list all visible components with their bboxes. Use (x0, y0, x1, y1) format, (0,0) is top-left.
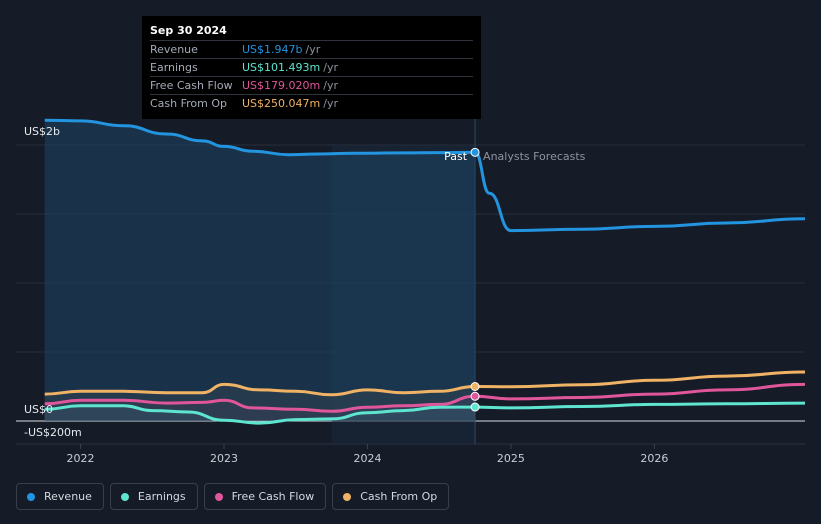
line-past-earnings (44, 404, 476, 425)
tooltip-row-free-cash-flow: Free Cash Flow US$179.020m /yr (150, 76, 473, 94)
marker-layer (470, 147, 480, 412)
y-label-top: US$2b (24, 125, 60, 138)
line-forecast-cash-from-op (475, 370, 806, 389)
tooltip-value: US$101.493m (242, 61, 321, 74)
legend-label: Cash From Op (360, 490, 438, 503)
tooltip-row-cash-from-op: Cash From Op US$250.047m /yr (150, 94, 473, 112)
line-forecast-revenue (474, 150, 806, 233)
marker-cash-from-op (470, 382, 480, 391)
series-layer (44, 118, 806, 425)
x-tick-label: 2025 (497, 452, 525, 465)
y-label-zero: US$0 (24, 403, 53, 416)
legend-dot-icon (214, 492, 223, 501)
legend-label: Earnings (137, 490, 186, 503)
line-forecast-free-cash-flow (475, 382, 806, 401)
marker-earnings (470, 402, 480, 412)
legend-dot-icon (343, 492, 352, 501)
past-label: Past (444, 150, 468, 163)
tooltip-value: US$179.020m (242, 79, 321, 92)
axis-labels: US$2b US$0 -US$200m Past Analysts Forecasts 2… (24, 125, 668, 465)
tooltip-unit: /yr (323, 97, 338, 110)
y-label-bottom: -US$200m (24, 426, 82, 439)
forecast-label: Analysts Forecasts (483, 150, 586, 163)
line-past-cash-from-op (44, 382, 476, 397)
marker-revenue (470, 147, 480, 157)
tooltip-row-revenue: Revenue US$1.947b /yr (150, 40, 473, 58)
line-past-free-cash-flow (44, 394, 476, 413)
x-tick-label: 2026 (640, 452, 668, 465)
tooltip-value: US$1.947b (242, 43, 303, 56)
tooltip-date: Sep 30 2024 (150, 24, 227, 37)
legend-item-cash-from-op[interactable]: Cash From Op (332, 483, 450, 510)
x-tick-label: 2024 (353, 452, 381, 465)
legend-item-free-cash-flow[interactable]: Free Cash Flow (203, 483, 327, 510)
tooltip: Sep 30 2024 Revenue US$1.947b /yr Earnin… (142, 16, 481, 119)
x-tick-label: 2023 (210, 452, 238, 465)
area-revenue (44, 120, 476, 421)
marker-free-cash-flow (470, 391, 480, 401)
legend-label: Free Cash Flow (231, 490, 315, 503)
legend-item-earnings[interactable]: Earnings (109, 483, 198, 510)
line-forecast-earnings (475, 401, 806, 410)
tooltip-label: Cash From Op (150, 97, 228, 110)
tooltip-label: Earnings (150, 61, 198, 74)
tooltip-unit: /yr (323, 79, 338, 92)
tooltip-label: Free Cash Flow (150, 79, 233, 92)
legend-item-revenue[interactable]: Revenue (16, 483, 104, 510)
legend-dot-icon (120, 492, 129, 501)
tooltip-value: US$250.047m (242, 97, 321, 110)
tooltip-unit: /yr (323, 61, 338, 74)
tooltip-label: Revenue (150, 43, 198, 56)
line-past-revenue (44, 118, 476, 157)
tooltip-row-earnings: Earnings US$101.493m /yr (150, 58, 473, 76)
legend-label: Revenue (44, 490, 92, 503)
tooltip-unit: /yr (305, 43, 321, 56)
legend: Revenue Earnings Free Cash Flow Cash Fro… (16, 483, 450, 510)
legend-dot-icon (27, 492, 35, 501)
x-tick-label: 2022 (67, 452, 95, 465)
